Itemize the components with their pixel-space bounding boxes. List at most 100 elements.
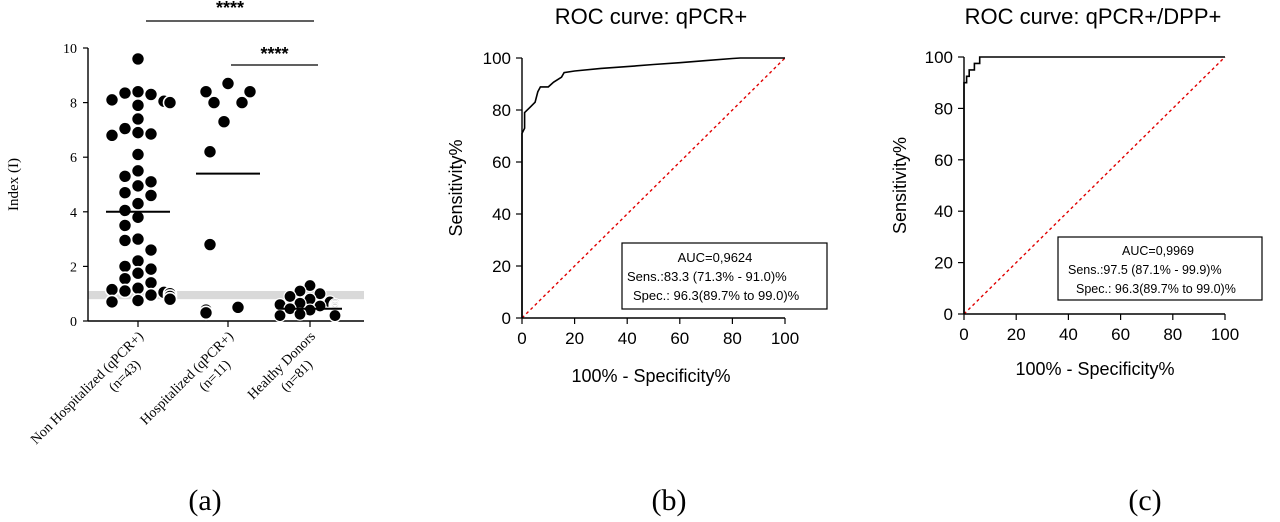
y-axis: 0 20 40 60 80 100 <box>925 48 965 324</box>
data-point <box>117 169 133 184</box>
reference-diagonal <box>521 57 786 319</box>
data-point <box>303 278 317 293</box>
x-tick-label: 20 <box>565 329 584 348</box>
y-tick-label: 80 <box>934 99 953 118</box>
data-point <box>143 242 159 258</box>
threshold-band <box>88 290 364 300</box>
data-point <box>130 178 146 194</box>
y-axis-label: Index (I) <box>6 158 22 211</box>
significance-label: **** <box>260 44 288 64</box>
auc-text: AUC=0,9969 <box>1122 244 1194 258</box>
x-tick-label: 80 <box>723 329 742 348</box>
data-point <box>104 128 120 143</box>
y-axis: 0 2 4 6 8 10 <box>63 42 89 330</box>
panel-c-roc: ROC curve: qPCR+/DPP+ 0 20 40 60 80 100 0 20 40… <box>890 4 1263 517</box>
roc-curve <box>963 56 1225 314</box>
y-tick-label: 0 <box>502 309 511 328</box>
significance-label: **** <box>216 0 244 18</box>
y-tick-label: 0 <box>944 305 953 324</box>
data-point <box>162 291 178 307</box>
sensitivity-text: Sens.:97.5 (87.1% - 99.9)% <box>1068 263 1222 277</box>
y-tick-label: 80 <box>492 101 511 120</box>
group-label: Hospitalized (qPCR+)(n=11) <box>138 329 237 428</box>
y-tick-label: 20 <box>934 254 953 273</box>
y-tick-label: 60 <box>934 151 953 170</box>
y-axis: 0 20 40 60 80 100 <box>483 49 523 328</box>
data-point <box>130 163 146 179</box>
data-point <box>162 95 178 110</box>
panel-a-dot-plot: 0 2 4 6 8 10 Index (I) **** **** Non Hospitali… <box>6 0 364 517</box>
x-tick-label: 100 <box>771 329 799 348</box>
data-point <box>130 51 146 67</box>
x-tick-label: 0 <box>517 329 526 348</box>
auc-annotation-box: AUC=0,9969 Sens.:97.5 (87.1% - 99.9)% Sp… <box>1057 236 1263 301</box>
y-tick-label: 2 <box>70 260 77 275</box>
data-point <box>130 265 146 281</box>
data-point <box>220 76 236 91</box>
y-tick-label: 40 <box>492 205 511 224</box>
data-point <box>117 271 133 286</box>
specificity-text: Spec.: 96.3(89.7% to 99.0)% <box>1076 282 1236 296</box>
data-point <box>206 95 222 110</box>
y-tick-label: 4 <box>70 206 77 221</box>
x-tick-label: 100 <box>1211 325 1239 344</box>
x-axis-label: 100% - Specificity% <box>1015 359 1174 379</box>
data-point <box>143 275 159 291</box>
data-point <box>104 92 120 108</box>
data-points <box>104 51 342 323</box>
y-tick-label: 40 <box>934 202 953 221</box>
x-axis <box>88 320 364 327</box>
data-point <box>117 233 133 248</box>
group-label: Non Hospitalized (qPCR+)(n=43) <box>28 329 147 448</box>
significance-brackets: **** **** <box>146 0 318 66</box>
data-point <box>130 209 146 225</box>
y-axis-label: Sensitivity% <box>890 137 910 234</box>
x-tick-label: 0 <box>959 325 968 344</box>
data-point <box>230 300 246 315</box>
x-tick-label: 40 <box>618 329 637 348</box>
auc-text: AUC=0,9624 <box>678 250 753 265</box>
data-point <box>143 126 159 142</box>
data-point <box>328 308 342 323</box>
y-tick-label: 0 <box>70 315 77 330</box>
group-labels: Non Hospitalized (qPCR+)(n=43)Hospitaliz… <box>28 329 319 448</box>
group-name: Non Hospitalized (qPCR+) <box>28 329 147 448</box>
chart-title: ROC curve: qPCR+/DPP+ <box>965 4 1222 29</box>
group-means <box>106 172 342 310</box>
y-tick-label: 8 <box>70 97 77 112</box>
data-point <box>117 259 133 274</box>
data-point <box>130 196 146 211</box>
data-point <box>130 147 146 162</box>
y-axis-label: Sensitivity% <box>446 139 466 236</box>
data-point <box>202 144 218 160</box>
data-point <box>130 111 146 127</box>
panel-label-b: (b) <box>652 484 687 517</box>
sensitivity-text: Sens.:83.3 (71.3% - 91.0)% <box>627 269 787 284</box>
chart-title: ROC curve: qPCR+ <box>555 4 748 29</box>
data-point <box>104 282 120 297</box>
data-point <box>117 85 133 101</box>
data-point <box>117 203 133 218</box>
y-tick-label: 10 <box>63 42 77 57</box>
data-point <box>130 84 146 99</box>
data-point <box>130 98 146 113</box>
y-tick-label: 100 <box>925 48 953 67</box>
data-point <box>198 305 214 321</box>
x-tick-label: 60 <box>1111 325 1130 344</box>
data-point <box>242 84 258 99</box>
data-point <box>130 280 146 296</box>
data-point <box>273 308 287 323</box>
x-axis: 0 20 40 60 80 100 <box>959 313 1239 344</box>
data-point <box>143 87 159 102</box>
data-point <box>130 293 146 308</box>
roc-curve <box>521 57 785 318</box>
group-label: Healthy Donors(n=81) <box>245 329 319 403</box>
data-point <box>143 261 159 277</box>
x-tick-label: 40 <box>1059 325 1078 344</box>
data-point <box>216 114 232 130</box>
panel-label-a: (a) <box>188 484 221 517</box>
y-tick-label: 100 <box>483 49 511 68</box>
x-axis-label: 100% - Specificity% <box>571 366 730 386</box>
specificity-text: Spec.: 96.3(89.7% to 99.0)% <box>633 288 800 303</box>
